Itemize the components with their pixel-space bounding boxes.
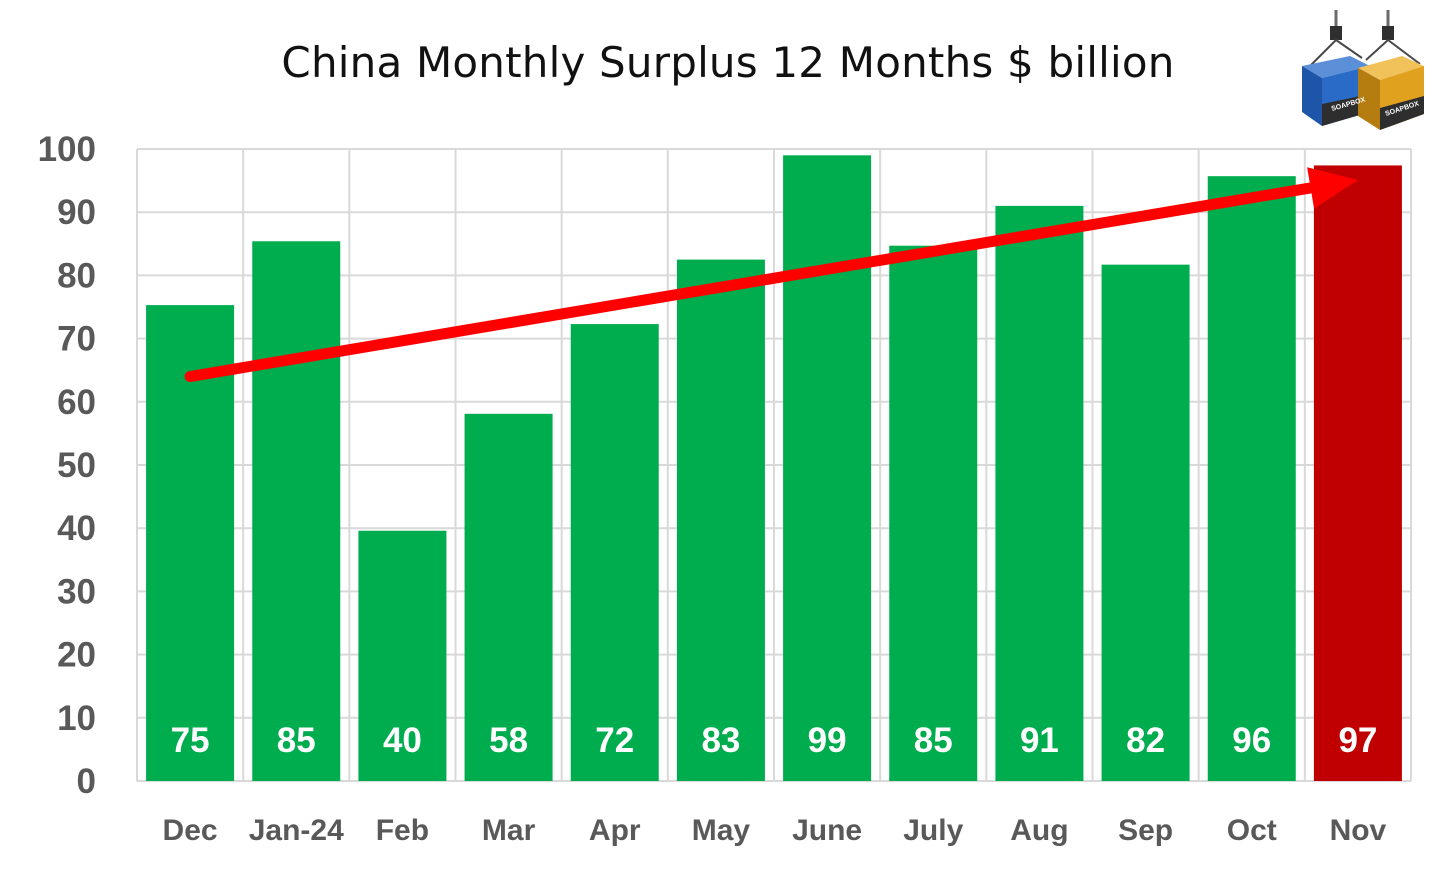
y-tick-label: 100 — [38, 130, 96, 169]
bar-aug — [995, 205, 1084, 781]
data-label: 96 — [1232, 721, 1271, 760]
bar-june — [783, 155, 872, 781]
soapbox-logo-icon: SOAPBOX SOAPBOX — [1302, 10, 1424, 130]
y-tick-label: 80 — [57, 256, 96, 295]
y-tick-label: 50 — [57, 446, 96, 485]
y-tick-label: 0 — [77, 762, 96, 801]
data-label: 85 — [277, 721, 316, 760]
y-tick-label: 40 — [57, 509, 96, 548]
x-tick-label: Feb — [376, 814, 429, 847]
trend-arrow-shaft — [184, 182, 1317, 383]
chart-title: China Monthly Surplus 12 Months $ billio… — [281, 38, 1175, 87]
bar-dec — [146, 305, 235, 781]
y-axis-ticks: 0 10 20 30 40 50 60 70 80 90 100 — [38, 130, 96, 801]
gridlines — [136, 148, 1412, 782]
y-tick-label: 10 — [57, 699, 96, 738]
x-tick-label: May — [692, 814, 751, 847]
data-label: 99 — [808, 721, 847, 760]
x-tick-label: Oct — [1227, 814, 1277, 847]
data-label: 83 — [701, 721, 740, 760]
x-tick-label: Dec — [163, 814, 218, 847]
data-label: 58 — [489, 721, 528, 760]
bar-mar — [464, 413, 553, 781]
data-label: 72 — [595, 721, 634, 760]
x-axis-ticks: Dec Jan-24 Feb Mar Apr May June July Aug Sep Oct No… — [163, 814, 1387, 847]
x-tick-label: Apr — [589, 814, 641, 847]
data-label: 82 — [1126, 721, 1165, 760]
y-tick-label: 30 — [57, 572, 96, 611]
bar-july — [889, 245, 978, 782]
x-tick-label: Aug — [1010, 814, 1068, 847]
bars — [146, 155, 1402, 782]
data-label: 75 — [171, 721, 210, 760]
y-tick-label: 20 — [57, 636, 96, 675]
x-tick-label: Nov — [1330, 814, 1387, 847]
x-tick-label: Sep — [1118, 814, 1173, 847]
data-label: 97 — [1338, 721, 1377, 760]
y-tick-label: 60 — [57, 383, 96, 422]
x-tick-label: June — [792, 814, 862, 847]
bar-oct — [1207, 176, 1296, 781]
bar-jan-24 — [252, 241, 341, 782]
x-tick-label: Jan-24 — [249, 814, 344, 847]
bar-may — [676, 259, 765, 782]
x-tick-label: Mar — [482, 814, 536, 847]
y-tick-label: 70 — [57, 320, 96, 359]
data-label: 85 — [914, 721, 953, 760]
bar-sep — [1101, 264, 1190, 781]
bar-apr — [570, 324, 659, 781]
bar-nov — [1313, 165, 1402, 781]
data-label: 91 — [1020, 721, 1059, 760]
x-tick-label: July — [903, 814, 963, 847]
trend-arrow — [184, 167, 1358, 383]
trend-arrow-head — [1307, 167, 1358, 209]
y-tick-label: 90 — [57, 193, 96, 232]
data-label: 40 — [383, 721, 422, 760]
data-labels: 75 85 40 58 72 83 99 85 91 82 96 97 — [171, 721, 1378, 760]
bar-feb — [358, 530, 447, 781]
